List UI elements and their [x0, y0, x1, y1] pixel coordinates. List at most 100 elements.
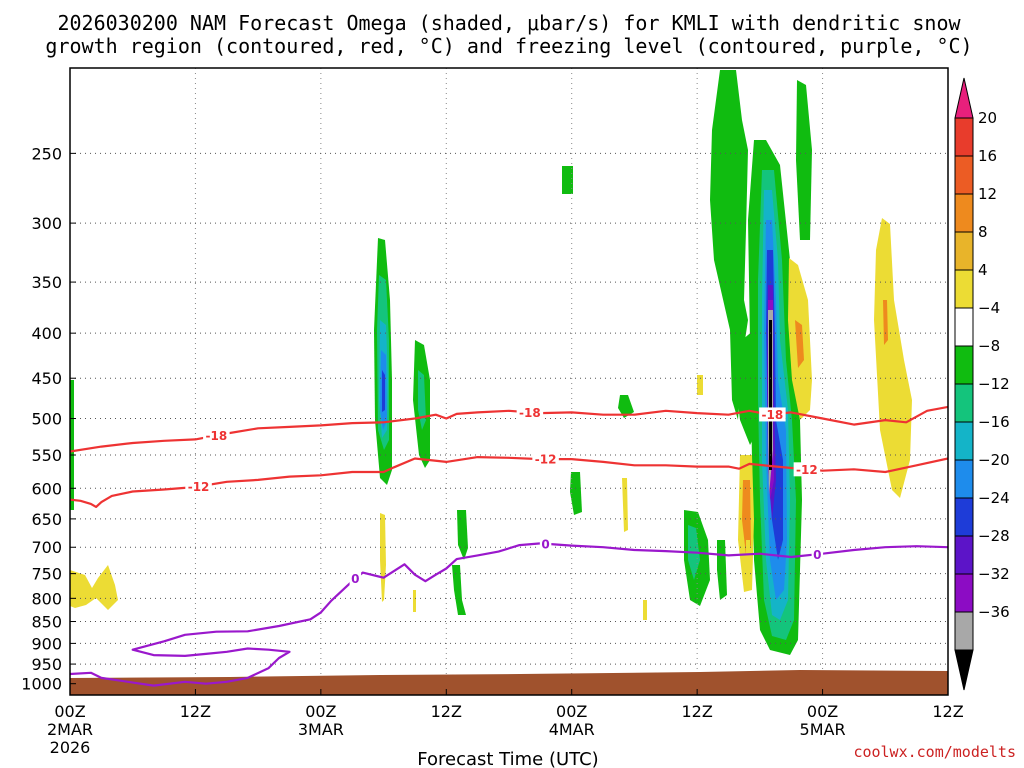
- colorbar-label: −20: [978, 451, 1010, 469]
- contour-label: 0: [351, 572, 359, 586]
- colorbar-label: 8: [978, 223, 988, 241]
- omega-cell-yellow: [380, 513, 386, 602]
- colorbar-label: −4: [978, 299, 1000, 317]
- x-tick-label: 12Z: [932, 702, 963, 721]
- contour-label: -12: [535, 453, 557, 467]
- colorbar-box: [954, 345, 974, 385]
- terrain-surface: [70, 670, 948, 695]
- x-tick-label: 12Z: [431, 702, 462, 721]
- omega-cell-darkblue: [382, 370, 385, 412]
- colorbar-label: −24: [978, 489, 1010, 507]
- colorbar-box: [954, 231, 974, 271]
- y-tick-label: 600: [31, 479, 62, 498]
- colorbar-label: −16: [978, 413, 1010, 431]
- colorbar-box: [954, 193, 974, 233]
- contour-label-bg: [759, 407, 786, 422]
- colorbar-label: 4: [978, 261, 988, 279]
- x-tick-date: 4MAR: [549, 720, 595, 739]
- colorbar-label: 16: [978, 147, 997, 165]
- omega-cell-yellow: [697, 375, 703, 395]
- chart-title-line2: growth region (contoured, red, °C) and f…: [45, 34, 972, 58]
- x-tick-date: 2MAR: [47, 720, 93, 739]
- omega-cell-yellow: [413, 590, 416, 612]
- omega-cell-orange: [742, 480, 751, 555]
- contour-label: -18: [519, 406, 541, 420]
- x-tick-date: 3MAR: [298, 720, 344, 739]
- omega-cell-yellow: [874, 218, 912, 498]
- colorbar-label: −32: [978, 565, 1010, 583]
- colorbar-box: [954, 459, 974, 499]
- contour-label-bg: [516, 405, 544, 420]
- colorbar-box: [954, 421, 974, 461]
- omega-cell-orange: [795, 320, 804, 368]
- x-axis-label: Forecast Time (UTC): [417, 749, 598, 768]
- colorbar-box: [954, 307, 974, 347]
- contour-line-freezing-level: [70, 542, 948, 687]
- omega-cell-orange: [883, 300, 888, 345]
- omega-cell-green: [570, 472, 582, 515]
- colorbar-box: [954, 535, 974, 575]
- contour-label: -18: [205, 429, 227, 443]
- y-tick-label: 900: [31, 634, 62, 653]
- y-tick-label: 950: [31, 655, 62, 674]
- y-tick-label: 750: [31, 565, 62, 584]
- contour-label: -12: [188, 480, 210, 494]
- omega-cell-yellow: [622, 478, 628, 532]
- colorbar-box: [954, 383, 974, 423]
- contour-label: 0: [813, 548, 821, 562]
- y-tick-label: 650: [31, 510, 62, 529]
- y-tick-label: 1000: [21, 675, 62, 694]
- x-tick-label: 12Z: [180, 702, 211, 721]
- contour-label-bg: [203, 428, 230, 443]
- colorbar-box: [954, 573, 974, 613]
- colorbar-box: [954, 269, 974, 309]
- x-tick-date: 5MAR: [800, 720, 846, 739]
- x-tick-label: 00Z: [305, 702, 336, 721]
- y-tick-label: 550: [31, 446, 62, 465]
- y-tick-label: 350: [31, 273, 62, 292]
- colorbar-label: −12: [978, 375, 1010, 393]
- colorbar-label: −36: [978, 603, 1010, 621]
- omega-cell-yellow: [746, 540, 750, 590]
- contour-label-bg: [793, 462, 821, 477]
- contour-label-bg: [349, 571, 362, 586]
- y-tick-label: 850: [31, 613, 62, 632]
- omega-cell-black: [769, 320, 772, 470]
- chart-title-line1: 2026030200 NAM Forecast Omega (shaded, μ…: [57, 11, 961, 35]
- contour-label-bg: [532, 452, 559, 467]
- omega-cell-teal: [418, 370, 426, 430]
- y-tick-label: 300: [31, 214, 62, 233]
- y-tick-label: 800: [31, 589, 62, 608]
- y-tick-label: 250: [31, 144, 62, 163]
- contour-label: -18: [762, 408, 784, 422]
- colorbar-label: −28: [978, 527, 1010, 545]
- colorbar-box: [954, 155, 974, 195]
- plot-background: [70, 68, 948, 695]
- x-tick-year: 2026: [50, 738, 91, 757]
- omega-cell-green: [710, 70, 748, 420]
- omega-cell-green: [618, 395, 634, 418]
- x-tick-label: 00Z: [556, 702, 587, 721]
- y-tick-label: 700: [31, 538, 62, 557]
- contour-label-bg: [185, 479, 212, 494]
- colorbar-top-arrow: [954, 77, 974, 119]
- x-tick-label: 00Z: [807, 702, 838, 721]
- omega-shading: [70, 70, 912, 655]
- colorbar-bottom-arrow: [954, 649, 974, 691]
- colorbar-label: 20: [978, 109, 997, 127]
- contour-layer: -18 -18 -18 -12 -12 -12 0 0 0: [70, 405, 948, 687]
- contour-line-dgz-top: [70, 405, 948, 453]
- omega-cell-green: [562, 166, 573, 194]
- credit-text: coolwx.com/modelts: [853, 743, 1016, 761]
- plot-frame: [69, 67, 949, 696]
- contour-label: -12: [796, 463, 818, 477]
- colorbar-label: −8: [978, 337, 1000, 355]
- colorbar-box: [954, 497, 974, 537]
- contour-label-bg: [811, 547, 824, 562]
- contour-label-bg: [539, 536, 552, 551]
- colorbar-box: [954, 117, 974, 157]
- contour-label: 0: [541, 537, 549, 551]
- colorbar: 20 16 12 8 4 −4 −8 −12 −16 −20 −24 −28 −32 −36: [954, 77, 1010, 691]
